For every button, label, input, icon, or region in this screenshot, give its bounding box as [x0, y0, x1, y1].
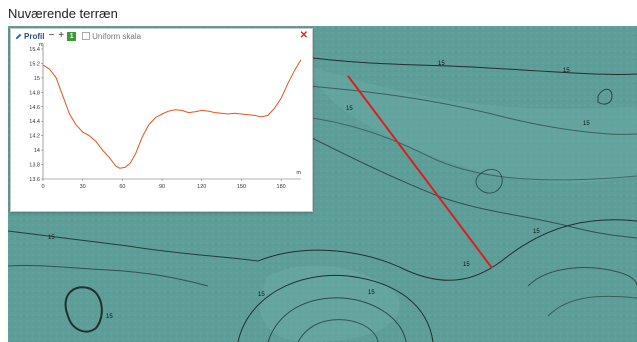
contour-label: 15 — [438, 61, 445, 67]
contour-line — [597, 88, 613, 105]
contour-line — [307, 85, 637, 135]
y-tick-label: 15 — [34, 76, 40, 82]
close-icon[interactable]: ✕ — [299, 30, 308, 41]
x-tick-label: 0 — [41, 184, 44, 190]
y-tick-label: 13.6 — [29, 177, 40, 183]
x-tick-label: 120 — [197, 184, 206, 190]
contour-line — [307, 135, 637, 239]
zoom-out-button[interactable]: − — [48, 30, 55, 41]
x-tick-label: 60 — [119, 184, 125, 190]
y-tick-label: 13.8 — [29, 163, 40, 169]
y-tick-label: 14.6 — [29, 105, 40, 111]
contour-label: 15 — [463, 262, 470, 268]
contour-line — [8, 264, 209, 287]
contour-line — [297, 55, 637, 75]
x-tick-label: 90 — [159, 184, 165, 190]
y-tick-label: 15.2 — [29, 61, 40, 67]
contour-line — [267, 297, 407, 342]
contour-labels: 15 15 15 15 15 15 15 15 15 15 — [48, 61, 590, 320]
contour-line — [257, 219, 637, 281]
pencil-icon — [15, 33, 22, 39]
contour-label: 15 — [583, 121, 590, 127]
uniform-scale-checkbox[interactable] — [82, 32, 91, 40]
y-axis-label: m — [39, 42, 44, 48]
uniform-scale-label: Uniform skala — [92, 31, 142, 41]
contour-line — [237, 274, 434, 342]
x-tick-label: 150 — [237, 184, 246, 190]
contour-label: 15 — [106, 314, 113, 320]
zoom-in-button[interactable]: + — [58, 30, 65, 41]
contour-label: 15 — [533, 229, 540, 235]
profile-title: Profil — [24, 31, 45, 41]
contour-label: 15 — [368, 290, 375, 296]
contour-line — [547, 295, 637, 317]
y-tick-label: 15.4 — [29, 47, 40, 53]
y-tick-label: 14 — [34, 148, 40, 154]
x-tick-label: 180 — [277, 184, 286, 190]
profile-chart: 13.6 13.8 14 14.2 14.4 14.6 14.8 15 15.2 15.4 0 30 6… — [29, 42, 302, 190]
contour-label: 15 — [258, 292, 265, 298]
contour-line — [8, 230, 259, 262]
contour-line — [297, 319, 379, 342]
y-tick-label: 14.8 — [29, 90, 40, 96]
x-axis-label: m — [296, 170, 301, 176]
x-tick-label: 30 — [80, 184, 86, 190]
edit-profile-button[interactable]: Profil — [15, 32, 44, 41]
profile-series-line — [42, 59, 302, 169]
contour-label: 15 — [48, 235, 55, 241]
y-tick-label: 14.4 — [29, 119, 40, 125]
contour-label: 15 — [563, 68, 570, 74]
profile-panel: Profil − + 1 Uniform skala ✕ 13.6 13.8 14 1… — [10, 28, 313, 212]
contour-line — [64, 286, 103, 333]
contour-line — [475, 169, 503, 194]
map-hill-shading — [260, 265, 400, 342]
contour-label: 15 — [346, 106, 353, 112]
contour-line — [297, 115, 637, 181]
profile-line — [347, 75, 493, 269]
contour-line — [527, 267, 637, 287]
contour-lines — [8, 55, 637, 342]
profile-toolbar: Profil − + 1 Uniform skala ✕ — [11, 29, 312, 43]
page-title: Nuværende terræn — [8, 6, 118, 21]
y-tick-label: 14.2 — [29, 134, 40, 140]
profile-count-badge[interactable]: 1 — [67, 31, 77, 41]
